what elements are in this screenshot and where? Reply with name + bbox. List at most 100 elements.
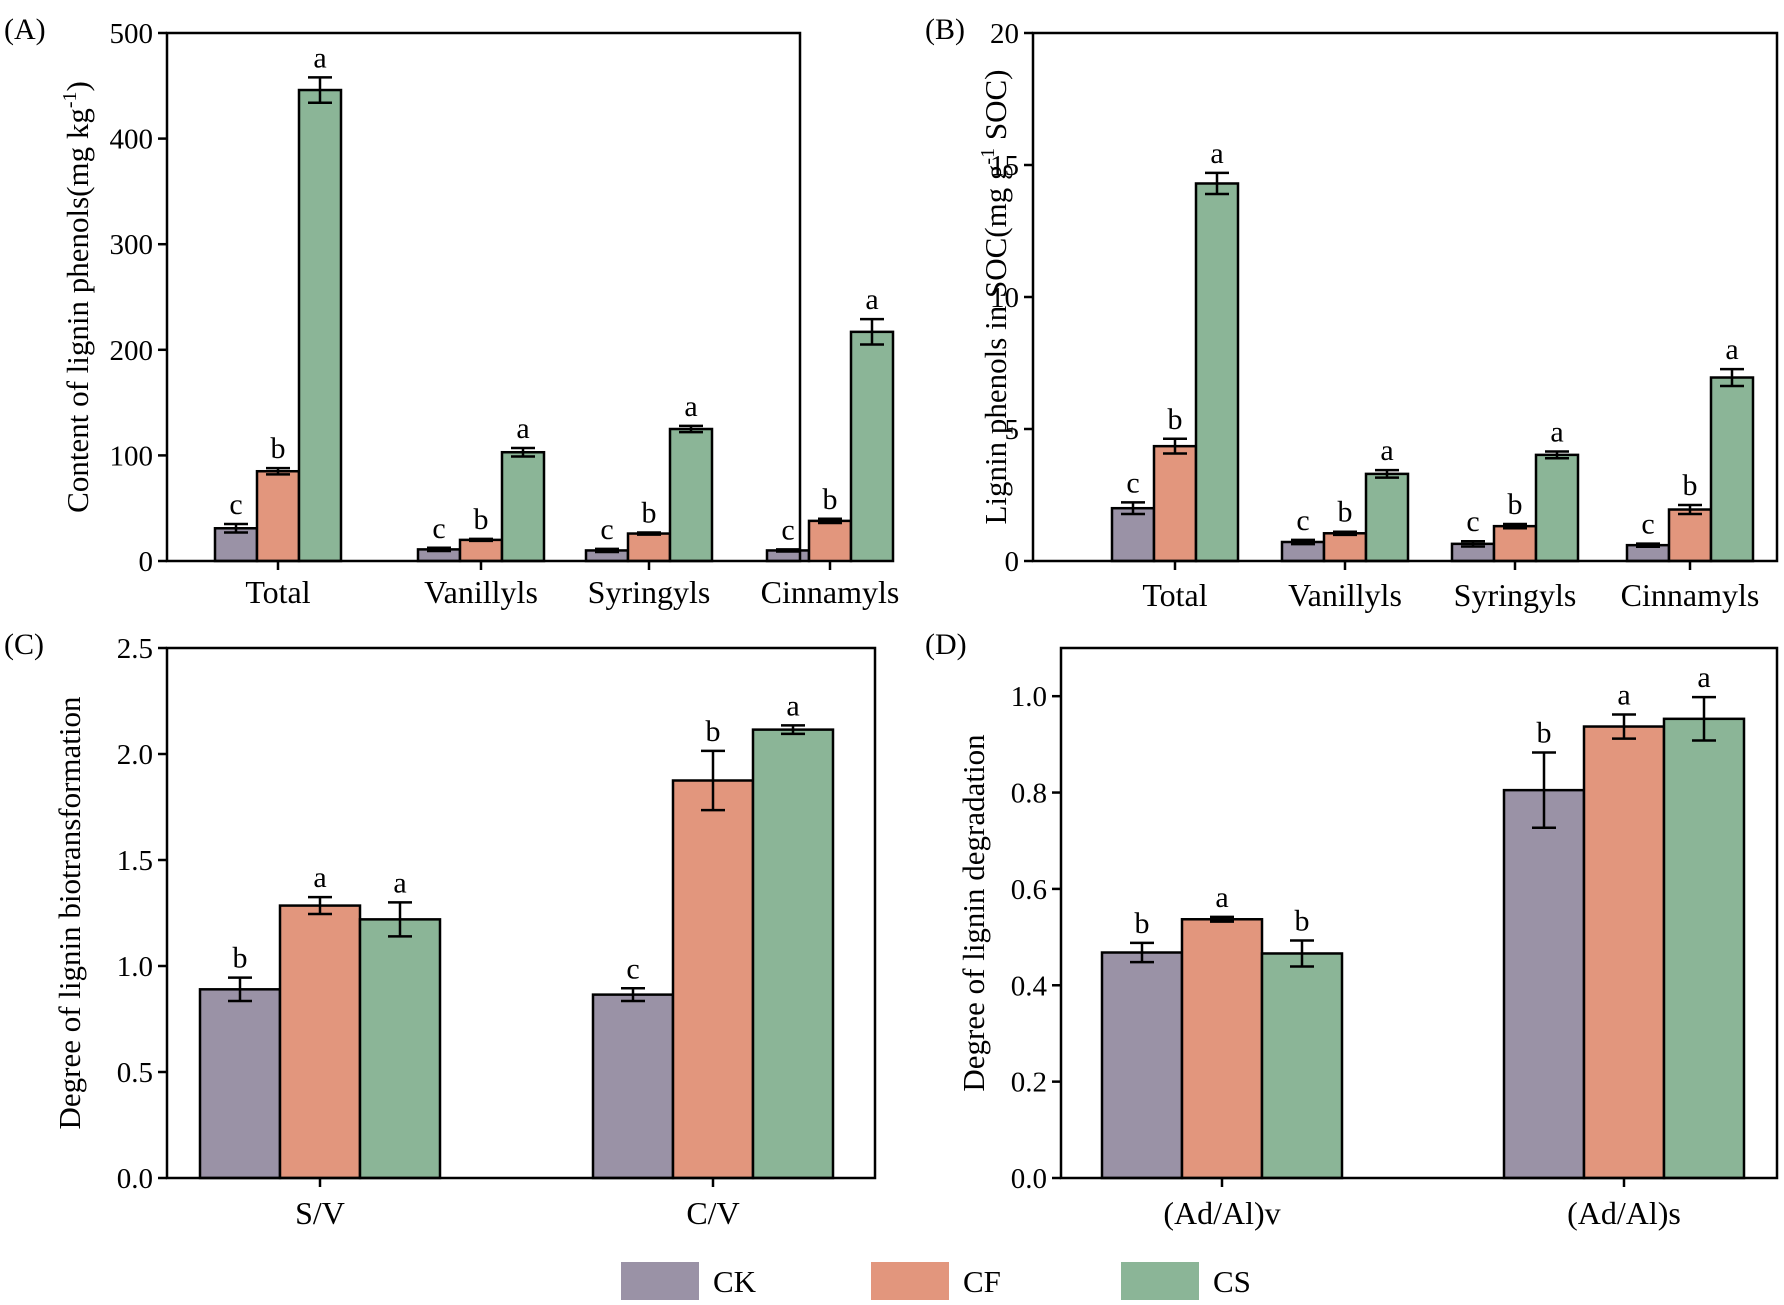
chart-panel-c: b a a S/V c b a C/V 0.0 0.5 1.0 1.5 2.0 2.5 (C) Degree … <box>4 628 877 1231</box>
significance-letter: b <box>1537 717 1552 750</box>
error-bar-ck-3 <box>776 548 800 553</box>
significance-letter: c <box>229 488 242 521</box>
error-bar-cf-1 <box>469 537 493 543</box>
bar-cf-3 <box>807 519 853 563</box>
error-bar-ck-1 <box>621 987 645 1003</box>
significance-letter: c <box>1126 466 1139 499</box>
y-tick-label: 2.5 <box>117 633 153 665</box>
panel-label: (D) <box>925 628 967 661</box>
error-bar-cs-0 <box>308 76 332 104</box>
error-bar-cf-3 <box>818 517 842 525</box>
error-bar-ck-1 <box>427 546 451 553</box>
y-tick-label: 0.5 <box>117 1057 153 1089</box>
bar-cs-1 <box>1662 717 1746 1180</box>
error-bar-ck-2 <box>595 547 619 554</box>
error-bar-cf-1 <box>701 749 725 812</box>
bar-cf-0 <box>1180 918 1264 1180</box>
error-bar-ck-1 <box>1291 538 1315 546</box>
y-tick-label: 300 <box>110 229 154 261</box>
bar-cs-0 <box>1260 952 1344 1180</box>
y-tick-label: 0.0 <box>1011 1163 1047 1195</box>
bar-cf-2 <box>626 532 672 563</box>
panel-label: (A) <box>4 13 46 46</box>
y-tick-label: 100 <box>110 440 154 472</box>
y-axis-label-tail: ) <box>60 81 95 91</box>
significance-letter: b <box>1683 469 1698 502</box>
error-bar-cs-3 <box>1720 367 1744 388</box>
bar-cf-1 <box>671 779 755 1180</box>
significance-letter: a <box>1617 678 1630 711</box>
y-axis-label: Content of lignin phenols(mg kg-1) <box>59 81 95 513</box>
y-tick-label: 0.4 <box>1011 970 1048 1002</box>
significance-letter: a <box>516 412 529 445</box>
y-tick-label: 5 <box>1005 414 1020 446</box>
y-tick-label: 20 <box>990 18 1019 50</box>
y-tick-label: 1.5 <box>117 845 153 877</box>
y-tick-label: 0 <box>1005 546 1020 578</box>
significance-letter: b <box>233 942 248 975</box>
error-bar-cf-0 <box>266 466 290 476</box>
significance-letter: c <box>600 513 613 546</box>
significance-letter: a <box>1210 137 1223 170</box>
error-bar-ck-0 <box>224 522 248 534</box>
bar-cs-1 <box>500 450 546 563</box>
y-tick-label: 0.2 <box>1011 1067 1047 1099</box>
significance-letter: a <box>393 866 406 899</box>
significance-letter: c <box>626 952 639 985</box>
legend-swatch-ck <box>621 1262 699 1300</box>
y-tick-label: 0.8 <box>1011 778 1047 810</box>
bar-cs-0 <box>297 88 343 563</box>
x-tick-label: (Ad/Al)s <box>1567 1195 1681 1231</box>
x-tick-label: (Ad/Al)v <box>1163 1195 1280 1231</box>
bar-cs-2 <box>668 427 714 563</box>
legend-label-ck: CK <box>713 1264 757 1299</box>
error-bar-cs-0 <box>388 901 412 938</box>
significance-letter: b <box>1168 403 1183 436</box>
error-bar-cf-0 <box>1163 437 1187 455</box>
error-bar-cf-0 <box>1210 915 1234 923</box>
y-axis-label: Lignin phenols in SOC(mg g-1 SOC) <box>977 69 1013 524</box>
significance-letter: a <box>1215 881 1228 914</box>
plot-frame <box>165 31 802 563</box>
significance-letter: a <box>786 689 799 722</box>
y-tick-label: 200 <box>110 335 154 367</box>
y-axis-label-text: Content of lignin phenols(mg kg <box>60 108 95 513</box>
y-tick-label: 1.0 <box>1011 681 1047 713</box>
significance-letter: b <box>474 503 489 536</box>
error-bar-cf-2 <box>637 531 661 536</box>
x-tick-label: Total <box>245 574 310 610</box>
y-tick-label: 2.0 <box>117 739 153 771</box>
bar-cf-1 <box>1322 532 1368 563</box>
significance-letter: b <box>642 496 657 529</box>
significance-letter: b <box>1295 904 1310 937</box>
error-bar-cf-1 <box>1333 530 1357 537</box>
significance-letter: b <box>1135 907 1150 940</box>
significance-letter: b <box>823 483 838 516</box>
bar-cs-0 <box>1194 182 1240 563</box>
y-tick-label: 1.0 <box>117 951 153 983</box>
bar-ck-0 <box>1100 951 1184 1180</box>
significance-letter: a <box>313 41 326 74</box>
y-axis-label-text: Degree of lignin biotransformation <box>52 696 87 1130</box>
significance-letter: b <box>1508 488 1523 521</box>
bar-cf-3 <box>1667 508 1713 563</box>
significance-letter: c <box>781 513 794 546</box>
y-axis-label: Degree of lignin degradation <box>956 734 991 1092</box>
x-tick-label: Vanillyls <box>1288 577 1402 613</box>
significance-letter: a <box>1697 661 1710 694</box>
bar-ck-1 <box>591 993 675 1180</box>
error-bar-cf-0 <box>308 895 332 916</box>
bar-cf-1 <box>1582 725 1666 1180</box>
error-bar-cf-2 <box>1503 522 1527 530</box>
y-tick-label: 0.0 <box>117 1163 153 1195</box>
y-tick-label: 15 <box>990 150 1019 182</box>
error-bar-ck-3 <box>1636 542 1660 548</box>
significance-letter: a <box>684 390 697 423</box>
significance-letter: c <box>432 512 445 545</box>
significance-letter: c <box>1641 508 1654 541</box>
significance-letter: a <box>313 861 326 894</box>
bar-cs-3 <box>849 330 895 563</box>
